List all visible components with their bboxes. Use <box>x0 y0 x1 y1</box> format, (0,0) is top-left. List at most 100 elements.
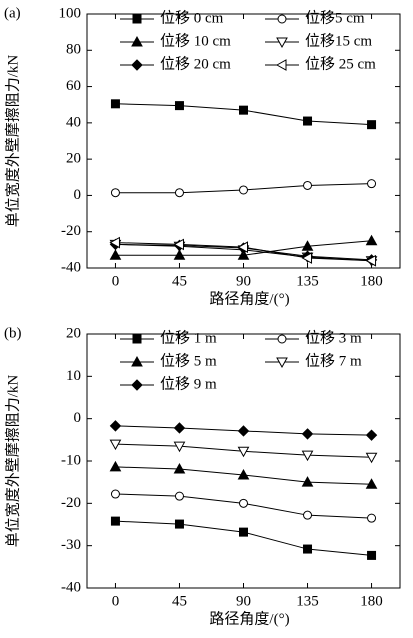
data-point <box>239 527 248 537</box>
legend-marker <box>276 37 288 49</box>
x-tick-label: 135 <box>296 273 319 289</box>
x-tick-label: 45 <box>172 273 187 289</box>
data-point <box>301 240 314 251</box>
data-point <box>109 236 120 249</box>
data-point <box>109 460 122 472</box>
data-point <box>303 544 313 554</box>
data-point <box>174 519 184 529</box>
legend-marker <box>131 379 143 391</box>
legend-label: 位移15 cm <box>305 32 372 49</box>
data-point <box>367 550 377 560</box>
data-point <box>237 468 250 480</box>
y-tick-label: 0 <box>74 187 82 203</box>
data-point <box>303 180 313 190</box>
data-point <box>365 429 378 441</box>
x-tick-label: 45 <box>172 593 187 609</box>
legend-label: 位移 7 m <box>305 352 362 369</box>
legend-label: 位移 0 cm <box>160 9 224 26</box>
data-point <box>237 241 248 253</box>
data-point <box>109 439 122 451</box>
data-point <box>303 116 313 126</box>
y-tick-label: 80 <box>66 42 81 58</box>
y-tick-label: 40 <box>66 114 81 130</box>
data-point <box>110 99 120 109</box>
legend-label: 位移5 cm <box>305 9 365 26</box>
data-point <box>365 478 378 489</box>
legend-label: 位移 10 cm <box>160 32 231 49</box>
panel-label: (b) <box>4 325 22 341</box>
data-point <box>237 425 250 437</box>
y-tick-label: 10 <box>66 368 81 384</box>
x-tick-label: 90 <box>236 593 251 609</box>
data-point <box>110 489 120 499</box>
data-point <box>173 441 186 453</box>
legend-marker <box>277 14 287 24</box>
data-point <box>174 491 184 501</box>
legend-marker <box>131 59 143 71</box>
legend-label: 位移 3 m <box>305 329 362 346</box>
legend-label: 位移 5 m <box>160 352 217 369</box>
data-point <box>173 463 186 474</box>
y-tick-label: -30 <box>61 537 81 553</box>
data-point <box>367 513 377 523</box>
y-tick-label: 20 <box>66 325 81 341</box>
data-point <box>303 510 313 520</box>
y-axis-label: 单位宽度外壁摩擦阻力/kN <box>3 375 21 548</box>
data-point <box>239 498 248 508</box>
x-tick-label: 0 <box>112 593 120 609</box>
plot-frame <box>86 333 401 589</box>
data-point <box>109 420 122 432</box>
data-point <box>174 101 184 111</box>
panel-label: (a) <box>4 5 21 21</box>
y-tick-label: -40 <box>61 259 81 275</box>
data-point <box>239 185 248 195</box>
y-tick-label: -10 <box>61 452 81 468</box>
y-tick-label: 60 <box>66 78 81 94</box>
data-point <box>173 249 186 260</box>
legend-marker <box>276 357 288 369</box>
data-point <box>365 452 378 464</box>
legend-marker <box>132 14 142 24</box>
legend-label: 位移 9 m <box>160 375 217 392</box>
x-tick-label: 0 <box>112 273 120 289</box>
data-point <box>365 254 377 267</box>
legend-marker <box>131 35 143 47</box>
plot-frame <box>86 13 401 269</box>
series-line <box>115 520 372 556</box>
legend-marker <box>132 334 142 344</box>
y-tick-label: 100 <box>59 5 82 21</box>
data-point <box>109 249 122 260</box>
data-point <box>239 105 248 115</box>
y-tick-label: 0 <box>74 410 82 426</box>
y-tick-label: 20 <box>66 151 81 167</box>
data-point <box>173 238 184 251</box>
x-axis-label: 路径角度/(°) <box>209 610 289 627</box>
data-point <box>110 188 120 198</box>
data-point <box>365 234 378 246</box>
legend-label: 位移 1 m <box>160 329 217 346</box>
data-point <box>301 476 314 487</box>
legend-marker <box>277 334 287 344</box>
y-tick-label: -20 <box>61 223 81 239</box>
legend-marker <box>275 59 287 71</box>
legend-label: 位移 20 cm <box>160 55 231 72</box>
x-tick-label: 180 <box>360 593 383 609</box>
data-point <box>110 516 120 526</box>
data-point <box>173 422 186 434</box>
data-point <box>367 120 377 130</box>
x-tick-label: 135 <box>296 593 319 609</box>
x-axis-label: 路径角度/(°) <box>209 290 289 307</box>
data-point <box>174 188 184 198</box>
data-point <box>301 450 314 462</box>
x-tick-label: 90 <box>236 273 251 289</box>
y-tick-label: -20 <box>61 495 81 511</box>
legend-marker <box>131 355 143 367</box>
legend-label: 位移 25 cm <box>305 55 376 72</box>
x-tick-label: 180 <box>360 273 383 289</box>
data-point <box>367 179 377 189</box>
y-axis-label: 单位宽度外壁摩擦阻力/kN <box>3 55 21 228</box>
data-point <box>301 252 313 264</box>
y-tick-label: -40 <box>61 579 81 595</box>
data-point <box>301 428 314 440</box>
